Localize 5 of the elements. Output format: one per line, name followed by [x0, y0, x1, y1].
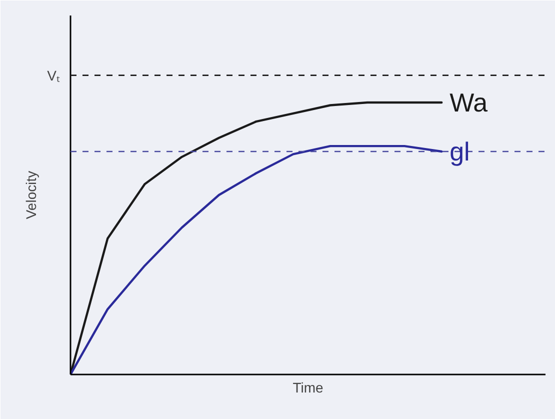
y-axis-title: Velocity: [23, 170, 40, 220]
ref-line-label: Vₜ: [47, 67, 60, 84]
series-label: gl: [450, 136, 470, 166]
series-label: Wa: [450, 88, 488, 118]
x-axis-title: Time: [292, 380, 324, 396]
